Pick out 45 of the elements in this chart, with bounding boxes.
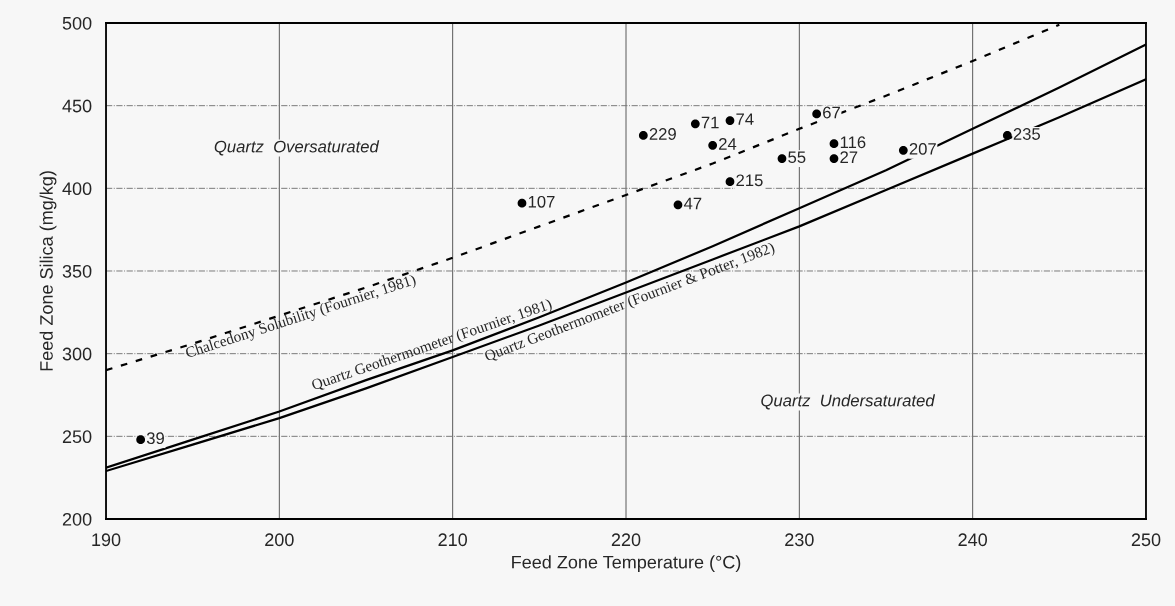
x-tick-label: 250: [1131, 533, 1161, 547]
y-tick-label: 350: [62, 264, 92, 278]
x-tick-label: 230: [785, 533, 814, 547]
annotation: 116: [840, 136, 866, 149]
annotation: 55: [788, 151, 806, 164]
annotation: 74: [736, 113, 754, 125]
annotation: 107: [528, 195, 555, 208]
y-tick-label: 300: [62, 347, 92, 361]
x-tick-label: 210: [438, 533, 468, 547]
y-tick-label: 250: [62, 430, 92, 444]
point: [829, 154, 839, 163]
y-tick-label: 200: [62, 512, 92, 526]
annotation: Quartz Oversaturated: [214, 140, 380, 156]
annotation: 24: [719, 138, 737, 150]
annotation: 27: [840, 151, 858, 163]
point: [725, 116, 735, 125]
y-tick-label: 400: [62, 182, 92, 196]
point: [708, 140, 718, 150]
annotation: 215: [736, 174, 763, 187]
x-axis-title: Feed Zone Temperature (°C): [512, 555, 741, 573]
annotation: 67: [823, 106, 840, 119]
x-tick-label: 220: [611, 533, 641, 547]
point: [673, 200, 683, 210]
annotation: 39: [146, 432, 164, 445]
x-tick-label: 240: [958, 533, 988, 547]
point: [136, 435, 146, 445]
point: [777, 154, 787, 163]
y-tick-label: 450: [62, 99, 92, 113]
point: [829, 139, 839, 149]
point: [690, 119, 700, 129]
y-tick-label: 500: [62, 16, 92, 30]
point: [812, 109, 822, 119]
point: [638, 131, 648, 140]
annotation: 71: [701, 116, 719, 129]
annotation: Quartz Undersaturated: [761, 394, 936, 410]
annotation: 47: [683, 197, 702, 210]
point: [517, 198, 527, 208]
annotation: 235: [1013, 128, 1040, 140]
point: [898, 145, 908, 155]
y-axis-title: Feed Zone Silica (mg/kg): [39, 171, 57, 371]
point: [725, 177, 735, 187]
annotation: 207: [909, 142, 936, 155]
x-tick-label: 200: [265, 533, 294, 547]
x-tick-label: 190: [92, 533, 121, 547]
annotation: 229: [649, 128, 676, 140]
